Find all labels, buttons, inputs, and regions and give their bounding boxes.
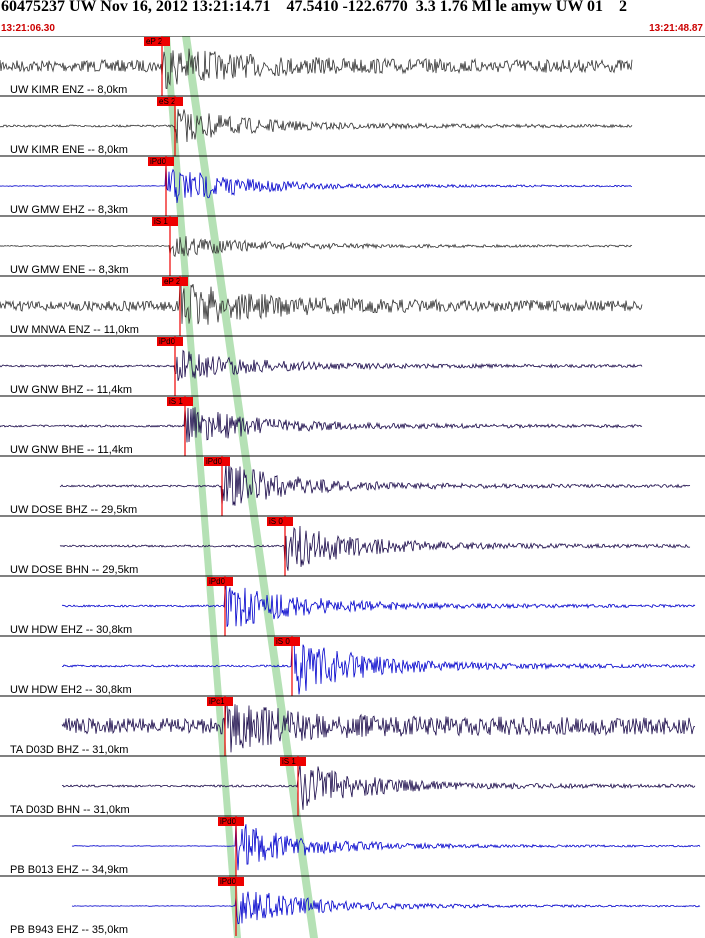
seismogram-panel: eP 2 UW KIMR ENZ -- 8,0km eS 2 UW KIMR ENE …: [0, 36, 705, 938]
time-start-label: 13:21:06.30: [1, 23, 55, 34]
pick-label: iS 0: [276, 637, 290, 646]
pick-marker[interactable]: [274, 637, 300, 646]
pick-label: iPd0: [220, 877, 237, 886]
pick-label: iS 1: [154, 217, 168, 226]
trace-row: eP 2 UW KIMR ENZ -- 8,0km: [0, 36, 705, 96]
pick-label: eS 2: [159, 97, 176, 106]
pick-marker[interactable]: [204, 457, 230, 466]
trace-row: iPd0 PB B013 EHZ -- 34,9km: [0, 815, 705, 876]
pick-label: iS 1: [169, 397, 183, 406]
waveform: [0, 164, 633, 204]
station-label: UW KIMR ENE -- 8,0km: [10, 144, 128, 156]
station-label: UW HDW EH2 -- 30,8km: [10, 684, 132, 696]
waveform: [0, 236, 633, 258]
pick-marker[interactable]: [207, 577, 233, 586]
waveform: [61, 762, 696, 810]
pick-label: iPd0: [209, 577, 226, 586]
trace-row: iPd0 UW HDW EHZ -- 30,8km: [0, 575, 705, 636]
trace-row: eP 2 UW MNWA ENZ -- 11,0km: [0, 275, 705, 336]
pick-marker[interactable]: [157, 97, 183, 106]
trace-row: iPc1 TA D03D BHZ -- 31,0km: [0, 695, 705, 756]
pick-marker[interactable]: [157, 337, 183, 346]
trace-row: iPd0 UW GMW EHZ -- 8,3km: [0, 155, 705, 216]
pick-label: iS 0: [269, 517, 283, 526]
waveform: [59, 462, 691, 507]
station-label: UW GNW BHZ -- 11,4km: [10, 384, 132, 396]
station-label: UW KIMR ENZ -- 8,0km: [10, 84, 127, 96]
station-label: UW GMW ENE -- 8,3km: [10, 264, 129, 276]
station-label: TA D03D BHN -- 31,0km: [10, 804, 130, 816]
pick-label: iPc1: [209, 697, 225, 706]
station-label: TA D03D BHZ -- 31,0km: [10, 744, 128, 756]
trace-row: iPd0 UW DOSE BHZ -- 29,5km: [0, 455, 705, 516]
station-label: UW GNW BHE -- 11,4km: [10, 444, 133, 456]
trace-row: iS 1 UW GNW BHE -- 11,4km: [0, 395, 705, 456]
pick-label: iPd0: [220, 817, 237, 826]
waveform: [0, 109, 633, 144]
pick-marker[interactable]: [148, 157, 174, 166]
trace-row: eS 2 UW KIMR ENE -- 8,0km: [0, 95, 705, 156]
waveform: [0, 48, 633, 89]
pick-marker[interactable]: [167, 397, 193, 406]
pick-label: eP 2: [146, 37, 163, 46]
pick-label: iPd0: [206, 457, 223, 466]
trace-row: iS 1 UW GMW ENE -- 8,3km: [0, 215, 705, 276]
pick-marker[interactable]: [152, 217, 178, 226]
event-title: 60475237 UW Nov 16, 2012 13:21:14.71 47.…: [1, 0, 628, 15]
waveform: [61, 583, 696, 627]
station-label: UW GMW EHZ -- 8,3km: [10, 204, 128, 216]
trace-row: iS 1 TA D03D BHN -- 31,0km: [0, 755, 705, 816]
pick-marker[interactable]: [144, 37, 170, 46]
pick-label: iS 1: [282, 757, 296, 766]
station-label: PB B013 EHZ -- 34,9km: [10, 864, 128, 876]
waveform: [61, 698, 696, 753]
waveform: [0, 349, 643, 382]
pick-label: iPd0: [150, 157, 167, 166]
time-end-label: 13:21:48.87: [649, 23, 703, 34]
pick-label: eP 2: [164, 277, 181, 286]
station-label: UW MNWA ENZ -- 11,0km: [10, 324, 139, 336]
pick-marker[interactable]: [218, 877, 244, 886]
trace-row: iPd0 PB B943 EHZ -- 35,0km: [0, 875, 705, 936]
station-label: UW HDW EHZ -- 30,8km: [10, 624, 132, 636]
waveform: [71, 891, 701, 925]
station-label: UW DOSE BHZ -- 29,5km: [10, 504, 137, 516]
pick-marker[interactable]: [280, 757, 306, 766]
waveform: [0, 407, 643, 443]
waveform: [59, 525, 691, 571]
pick-marker[interactable]: [162, 277, 188, 286]
waveform: [61, 637, 696, 695]
trace-row: iPd0 UW GNW BHZ -- 11,4km: [0, 335, 705, 396]
pick-label: iPd0: [159, 337, 176, 346]
station-label: PB B943 EHZ -- 35,0km: [10, 924, 128, 936]
trace-row: iS 0 UW DOSE BHN -- 29,5km: [0, 515, 705, 576]
pick-marker[interactable]: [207, 697, 233, 706]
pick-marker[interactable]: [218, 817, 244, 826]
event-header: 60475237 UW Nov 16, 2012 13:21:14.71 47.…: [0, 0, 705, 34]
waveform: [0, 280, 643, 325]
pick-marker[interactable]: [267, 517, 293, 526]
waveform: [71, 821, 701, 871]
phase-band: [163, 36, 241, 938]
station-label: UW DOSE BHN -- 29,5km: [10, 564, 138, 576]
trace-row: iS 0 UW HDW EH2 -- 30,8km: [0, 635, 705, 696]
